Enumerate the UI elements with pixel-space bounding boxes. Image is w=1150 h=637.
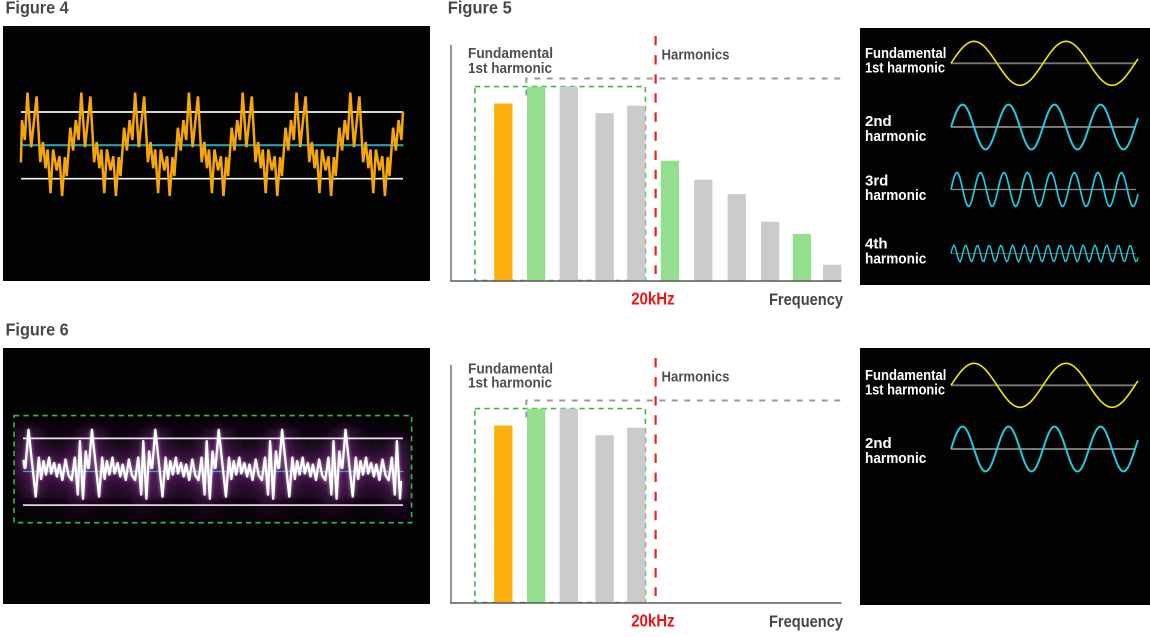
svg-text:Figure 4: Figure 4 (6, 0, 70, 17)
svg-text:harmonic: harmonic (865, 187, 926, 204)
svg-text:Fundamental: Fundamental (865, 45, 946, 62)
svg-text:20kHz: 20kHz (631, 610, 675, 630)
svg-text:harmonic: harmonic (865, 128, 926, 145)
svg-text:1st harmonic: 1st harmonic (865, 381, 945, 398)
svg-text:Fundamental: Fundamental (468, 360, 553, 377)
svg-text:Harmonics: Harmonics (662, 369, 730, 386)
svg-text:harmonic: harmonic (865, 450, 926, 467)
svg-text:2nd: 2nd (865, 113, 892, 130)
svg-text:1st harmonic: 1st harmonic (468, 374, 552, 391)
svg-text:Fundamental: Fundamental (865, 367, 946, 384)
svg-text:Figure 6: Figure 6 (6, 319, 69, 339)
svg-text:Fundamental: Fundamental (468, 45, 553, 62)
svg-text:Harmonics: Harmonics (662, 47, 730, 64)
svg-text:Frequency: Frequency (769, 613, 844, 631)
svg-text:harmonic: harmonic (865, 250, 926, 267)
svg-text:1st harmonic: 1st harmonic (468, 60, 552, 77)
svg-text:20kHz: 20kHz (631, 288, 675, 308)
svg-text:3rd: 3rd (865, 172, 888, 189)
svg-text:2nd: 2nd (865, 435, 892, 452)
svg-text:Frequency: Frequency (769, 291, 844, 309)
svg-text:4th: 4th (865, 236, 888, 253)
svg-text:1st harmonic: 1st harmonic (865, 59, 945, 76)
svg-text:Figure 5: Figure 5 (448, 0, 512, 17)
